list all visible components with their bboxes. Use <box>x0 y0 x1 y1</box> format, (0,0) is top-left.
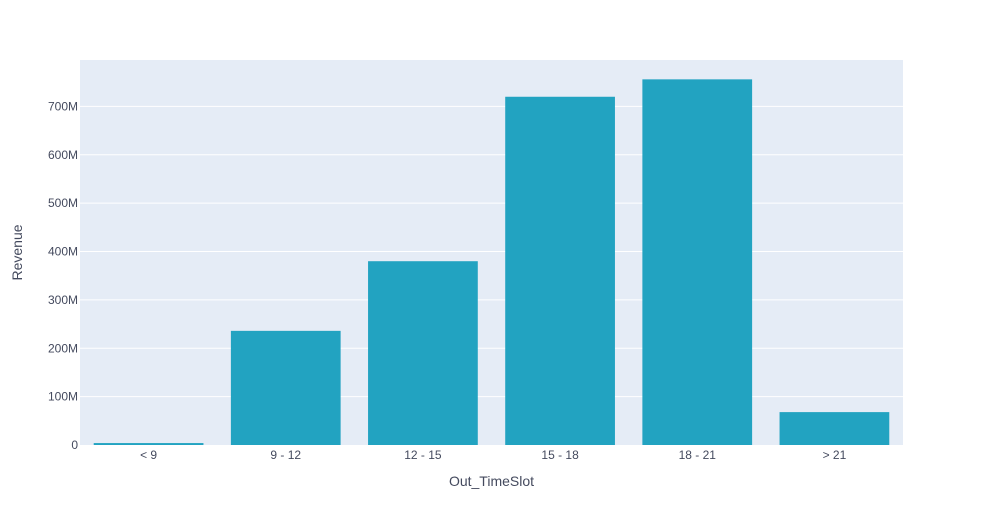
x-tick-label: > 21 <box>823 448 847 462</box>
y-tick-label: 300M <box>48 293 78 307</box>
gridlines <box>80 105 903 398</box>
y-tick-labels: 0 100M 200M 300M 400M 500M 600M 700M <box>48 99 78 452</box>
x-tick-label: 18 - 21 <box>679 448 717 462</box>
x-tick-labels: < 9 9 - 12 12 - 15 15 - 18 18 - 21 > 21 <box>140 448 847 462</box>
y-tick-label: 600M <box>48 148 78 162</box>
y-tick-label: 0 <box>71 438 78 452</box>
plot-background <box>80 60 903 445</box>
x-tick-label: < 9 <box>140 448 157 462</box>
bar <box>93 443 204 445</box>
y-tick-label: 200M <box>48 341 78 355</box>
y-tick-label: 400M <box>48 245 78 259</box>
x-tick-label: 9 - 12 <box>270 448 301 462</box>
bar <box>368 261 478 445</box>
bars <box>93 79 890 446</box>
y-tick-label: 700M <box>48 99 78 113</box>
y-axis-title: Revenue <box>9 224 25 280</box>
x-tick-label: 12 - 15 <box>404 448 442 462</box>
bar <box>779 412 890 445</box>
bar <box>642 79 753 445</box>
x-tick-label: 15 - 18 <box>541 448 579 462</box>
y-tick-label: 500M <box>48 196 78 210</box>
bar <box>505 96 615 446</box>
x-axis-title: Out_TimeSlot <box>449 473 534 489</box>
y-tick-label: 100M <box>48 390 78 404</box>
bar <box>230 330 341 445</box>
